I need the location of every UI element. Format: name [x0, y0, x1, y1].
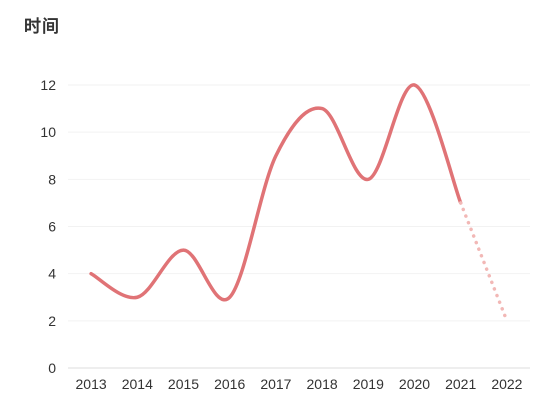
chart-title: 时间: [24, 17, 60, 37]
y-tick-label-4: 4: [48, 266, 56, 282]
x-tick-label-2019: 2019: [353, 376, 384, 392]
x-tick-label-2014: 2014: [122, 376, 153, 392]
y-tick-label-2: 2: [48, 313, 56, 329]
x-tick-label-2020: 2020: [399, 376, 430, 392]
x-tick-label-2017: 2017: [260, 376, 291, 392]
y-tick-label-0: 0: [48, 360, 56, 376]
y-tick-label-10: 10: [40, 124, 56, 140]
y-tick-label-12: 12: [40, 77, 56, 93]
x-tick-label-2016: 2016: [214, 376, 245, 392]
y-tick-label-8: 8: [48, 171, 56, 187]
x-tick-label-2022: 2022: [491, 376, 522, 392]
x-tick-label-2015: 2015: [168, 376, 199, 392]
series-line-2: [458, 201, 509, 323]
series-lines: [89, 83, 509, 323]
series-line-1: [89, 83, 463, 302]
x-tick-label-2021: 2021: [445, 376, 476, 392]
x-tick-label-2018: 2018: [307, 376, 338, 392]
tick-labels: 0 2 4 6 8 10 12 2013 2014 2015 2016 2017 2018 2019 202…: [40, 77, 522, 392]
x-tick-label-2013: 2013: [76, 376, 107, 392]
y-tick-label-6: 6: [48, 219, 56, 235]
